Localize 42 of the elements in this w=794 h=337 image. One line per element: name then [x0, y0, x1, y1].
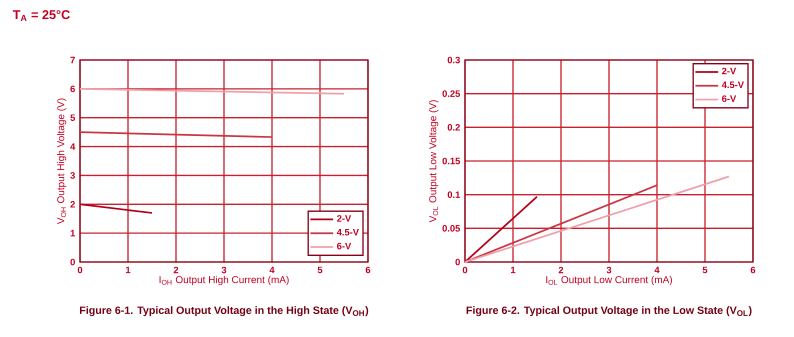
x-tick-label: 1 [126, 266, 130, 274]
x-tick-label: 5 [318, 266, 322, 274]
x-tick-label: 4 [654, 266, 660, 274]
y-axis-title: V$_{OH}$ Output High Voltage (V) [56, 98, 66, 224]
x-tick-label: 2 [174, 266, 178, 274]
x-tick-label: 3 [222, 266, 226, 274]
y-tick-label: 1 [70, 230, 76, 236]
y-tick-label: 0.2 [448, 124, 460, 131]
x-tick-label: 6 [750, 266, 756, 274]
y-tick-label: 2 [70, 201, 75, 208]
x-tick-label: 2 [558, 266, 564, 274]
x-tick-label: 4 [270, 266, 275, 274]
y-tick-label: 4 [70, 143, 76, 150]
y-tick-label: 0.25 [442, 90, 460, 97]
y-tick-label: 6 [70, 86, 75, 92]
legend-label: 6-V [722, 95, 736, 102]
y-tick-label: 0 [70, 258, 75, 266]
text: T$_{A}$ = 25°C [12, 10, 70, 21]
x-tick-label: 3 [606, 266, 612, 274]
y-tick-label: 7 [70, 56, 75, 64]
y-tick-label: 0 [455, 258, 460, 266]
x-tick-label: 5 [702, 266, 708, 274]
y-tick-label: 3 [70, 172, 75, 179]
legend-label: 6-V [337, 242, 352, 250]
text: Figure 6-1. Typical Output Voltage in the High State (V$_{OH}$) [80, 306, 368, 316]
x-tick-label: 1 [510, 266, 516, 274]
x-tick-label: 6 [366, 266, 370, 274]
x-axis-title: I$_{OL}$ Output Low Current (mA) [546, 276, 672, 286]
y-tick-label: 0.05 [442, 225, 460, 232]
legend-label: 4.5-V [722, 82, 744, 88]
y-axis-title: V$_{OL}$ Output Low Voltage (V) [428, 100, 438, 222]
x-tick-label: 0 [78, 266, 82, 274]
text: Figure 6-2. Typical Output Voltage in the Low State (V$_{OL}$) [466, 306, 752, 316]
legend-label: 2-V [722, 68, 736, 74]
y-tick-label: 5 [70, 114, 76, 121]
legend-label: 2-V [337, 215, 352, 222]
y-tick-label: 0.15 [442, 158, 460, 164]
legend-label: 4.5-V [336, 229, 359, 236]
x-tick-label: 0 [462, 266, 468, 274]
y-tick-label: 0.3 [448, 56, 460, 64]
y-tick-label: 0.1 [448, 191, 460, 198]
x-axis-title: I$_{OH}$ Output High Current (mA) [160, 276, 289, 286]
